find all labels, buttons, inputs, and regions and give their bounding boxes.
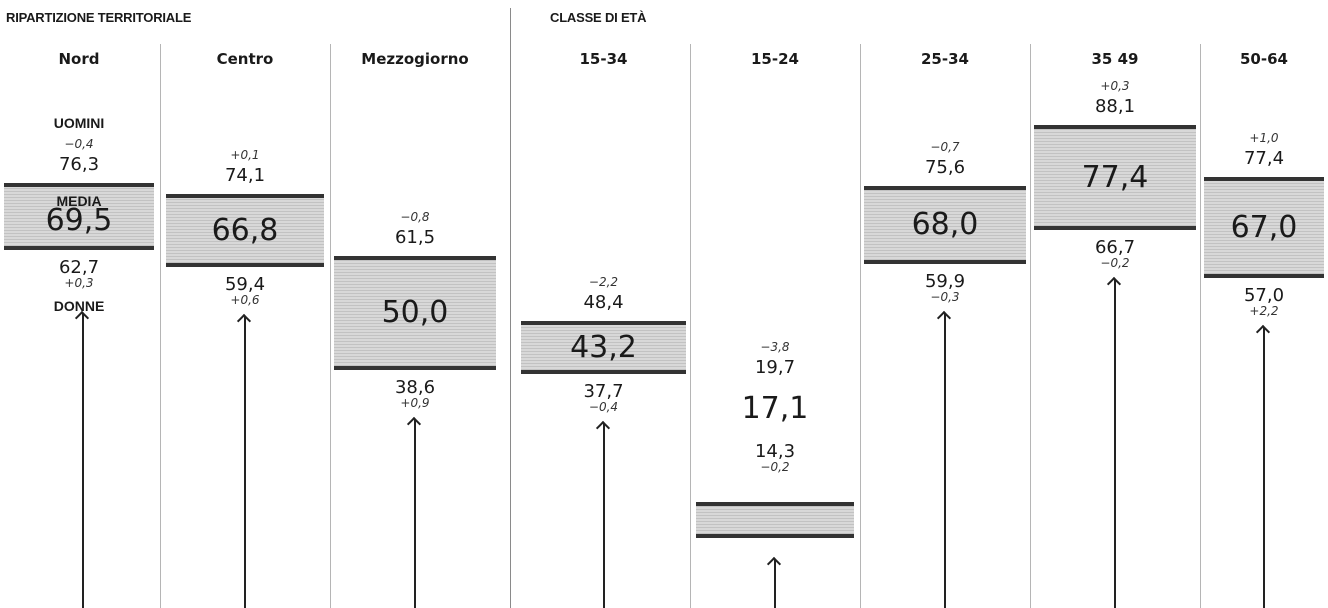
column-header: Nord [58, 50, 100, 68]
range-band [334, 256, 496, 370]
average-value: 77,4 [1081, 160, 1149, 195]
men-value: 61,5 [394, 227, 436, 248]
women-delta: −0,3 [930, 290, 960, 304]
women-delta: −0,2 [760, 460, 790, 474]
men-delta: −0,4 [64, 137, 94, 151]
women-value: 37,7 [583, 381, 624, 402]
average-value: 69,5 [45, 203, 113, 238]
men-delta: +0,1 [230, 148, 260, 162]
men-delta: −0,7 [930, 140, 960, 154]
men-value: 48,4 [583, 292, 624, 313]
column-header: 15-24 [751, 50, 799, 68]
up-arrow-icon [1114, 280, 1116, 608]
chart-column: 25-34 68,0 75,6 −0,7 59,9 −0,3 [860, 0, 1030, 608]
column-header: 15-34 [579, 50, 628, 68]
section-title-territorial: RIPARTIZIONE TERRITORIALE [6, 10, 192, 25]
women-delta: −0,2 [1100, 256, 1130, 270]
men-value: 77,4 [1243, 148, 1285, 169]
up-arrow-icon [414, 420, 416, 608]
women-delta: +0,6 [230, 293, 260, 307]
average-value: 50,0 [381, 295, 449, 330]
men-value: 74,1 [224, 165, 266, 186]
chart-column: Nord 69,5 76,3 −0,4 62,7 +0,3 UOMINI MEDIA DONNE [0, 0, 158, 608]
up-arrow-icon [1263, 328, 1265, 608]
average-value: 43,2 [570, 330, 637, 365]
women-label: DONNE [53, 298, 105, 314]
men-delta: +0,3 [1100, 79, 1130, 93]
column-divider [160, 44, 161, 608]
chart-column: 35 49 77,4 88,1 +0,3 66,7 −0,2 [1030, 0, 1200, 608]
column-divider [860, 44, 861, 608]
men-delta: +1,0 [1249, 131, 1279, 145]
women-value: 57,0 [1243, 285, 1285, 306]
average-value: 17,1 [741, 391, 809, 426]
column-divider [330, 44, 331, 608]
range-band [864, 186, 1026, 264]
average-value: 67,0 [1230, 210, 1298, 245]
men-value: 88,1 [1094, 96, 1136, 117]
section-title-age: CLASSE DI ETÀ [550, 10, 647, 25]
women-delta: +0,3 [64, 276, 94, 290]
women-value: 62,7 [58, 257, 100, 278]
range-band [166, 194, 324, 267]
men-label: UOMINI [53, 115, 105, 131]
range-band [4, 183, 154, 250]
women-value: 59,4 [224, 274, 266, 295]
column-header: Mezzogiorno [361, 50, 469, 68]
range-band [696, 502, 854, 538]
chart-column: 15-24 17,1 19,7 −3,8 14,3 −0,2 [692, 0, 858, 608]
women-value: 38,6 [394, 377, 436, 398]
range-band [1204, 177, 1324, 278]
women-delta: −0,4 [588, 400, 619, 414]
up-arrow-icon [603, 424, 605, 608]
women-delta: +2,2 [1249, 304, 1279, 318]
column-header: 25-34 [921, 50, 969, 68]
average-value: 66,8 [211, 213, 279, 248]
women-delta: +0,9 [400, 396, 430, 410]
women-value: 14,3 [754, 441, 796, 462]
column-header: 50-64 [1240, 50, 1288, 68]
men-value: 19,7 [754, 357, 796, 378]
column-header: 35 49 [1091, 50, 1139, 68]
average-label: MEDIA [56, 193, 102, 209]
men-delta: −2,2 [588, 275, 619, 289]
women-value: 66,7 [1094, 237, 1136, 258]
men-value: 75,6 [924, 157, 966, 178]
chart-column: Centro 66,8 74,1 +0,1 59,4 +0,6 [162, 0, 328, 608]
column-divider [1030, 44, 1031, 608]
women-value: 59,9 [924, 271, 966, 292]
men-delta: −0,8 [400, 210, 430, 224]
section-divider [510, 8, 511, 608]
column-divider [1200, 44, 1201, 608]
average-value: 68,0 [911, 207, 979, 242]
range-band [521, 321, 686, 374]
men-value: 76,3 [58, 154, 100, 175]
column-header: Centro [216, 50, 274, 68]
up-arrow-icon [82, 314, 84, 608]
chart-column: 15-34 43,2 48,4 −2,2 37,7 −0,4 [517, 0, 690, 608]
range-band [1034, 125, 1196, 230]
up-arrow-icon [244, 317, 246, 608]
chart-column: Mezzogiorno 50,0 61,5 −0,8 38,6 +0,9 [330, 0, 500, 608]
column-divider [690, 44, 691, 608]
chart-column: 50-64 67,0 77,4 +1,0 57,0 +2,2 [1200, 0, 1328, 608]
up-arrow-icon [774, 560, 776, 608]
men-delta: −3,8 [760, 340, 790, 354]
up-arrow-icon [944, 314, 946, 608]
